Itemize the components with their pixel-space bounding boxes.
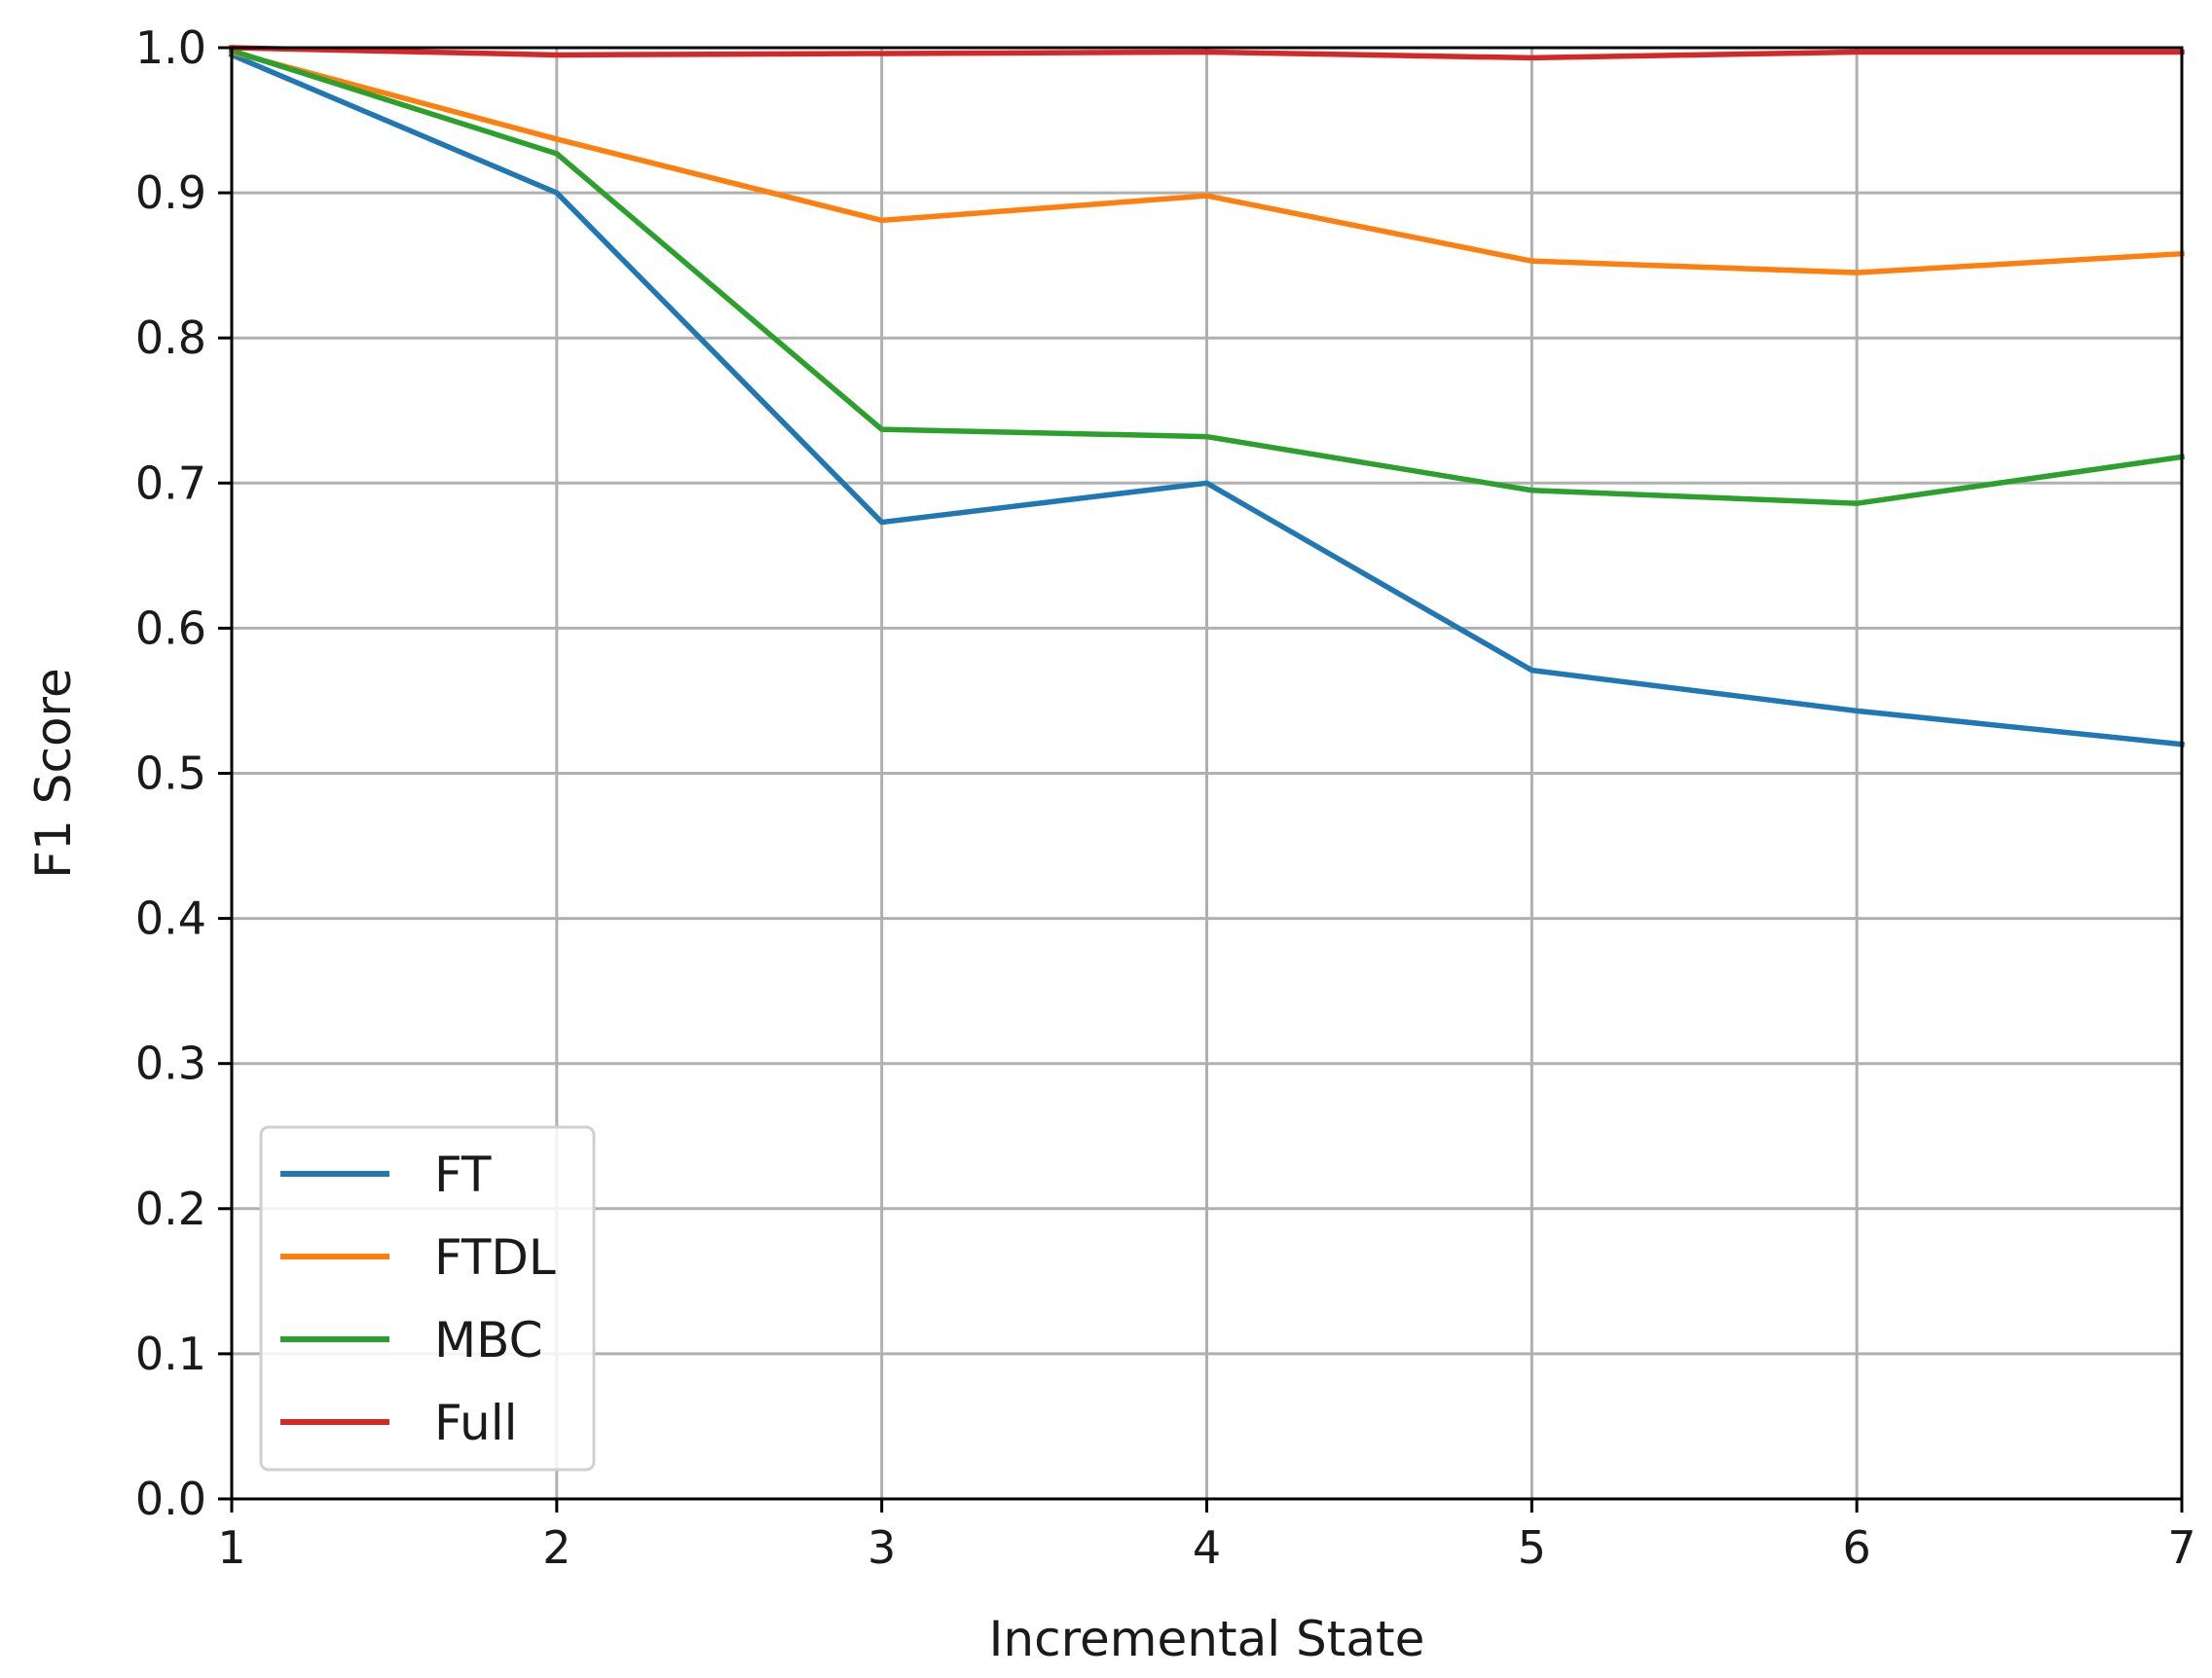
series-line-ftdl <box>228 49 2185 275</box>
y-tick-label: 0.8 <box>135 311 206 364</box>
x-tick-label: 5 <box>1518 1521 1546 1574</box>
legend-box <box>259 1125 596 1472</box>
y-tick-label: 1.0 <box>135 21 206 74</box>
y-tick-label: 0.1 <box>135 1328 206 1380</box>
x-tick-label: 2 <box>542 1521 571 1574</box>
y-tick-label: 0.3 <box>135 1038 206 1090</box>
y-tick-label: 0.6 <box>135 602 206 654</box>
x-tick-label: 4 <box>1193 1521 1221 1574</box>
legend: FT FTDL MBC Full <box>259 1125 596 1472</box>
x-axis-label: Incremental State <box>989 1611 1425 1667</box>
series-line-full <box>229 45 2185 61</box>
x-tick-label: 7 <box>2167 1521 2195 1574</box>
y-tick-label: 0.0 <box>135 1473 206 1525</box>
legend-label-ftdl: FTDL <box>434 1229 556 1286</box>
legend-label-ft: FT <box>434 1147 492 1203</box>
axis-ticks: 1 2 3 4 5 6 7 0.0 0.1 0.2 0.3 0.4 0.5 0.6 0.7 0.8 0.9 1.0 <box>135 21 2196 1574</box>
y-axis-label: F1 Score <box>25 668 82 879</box>
y-tick-label: 0.7 <box>135 456 206 509</box>
x-tick-label: 3 <box>867 1521 896 1574</box>
legend-label-full: Full <box>434 1395 518 1451</box>
legend-label-mbc: MBC <box>434 1312 542 1368</box>
y-tick-label: 0.5 <box>135 748 206 800</box>
x-tick-label: 6 <box>1843 1521 1871 1574</box>
y-tick-label: 0.4 <box>135 893 206 945</box>
x-tick-label: 1 <box>217 1521 245 1574</box>
series-line-mbc <box>228 47 2186 506</box>
y-tick-label: 0.9 <box>135 166 206 219</box>
y-tick-label: 0.2 <box>135 1183 206 1235</box>
series-lines <box>228 45 2186 748</box>
series-line-ft <box>228 51 2186 748</box>
